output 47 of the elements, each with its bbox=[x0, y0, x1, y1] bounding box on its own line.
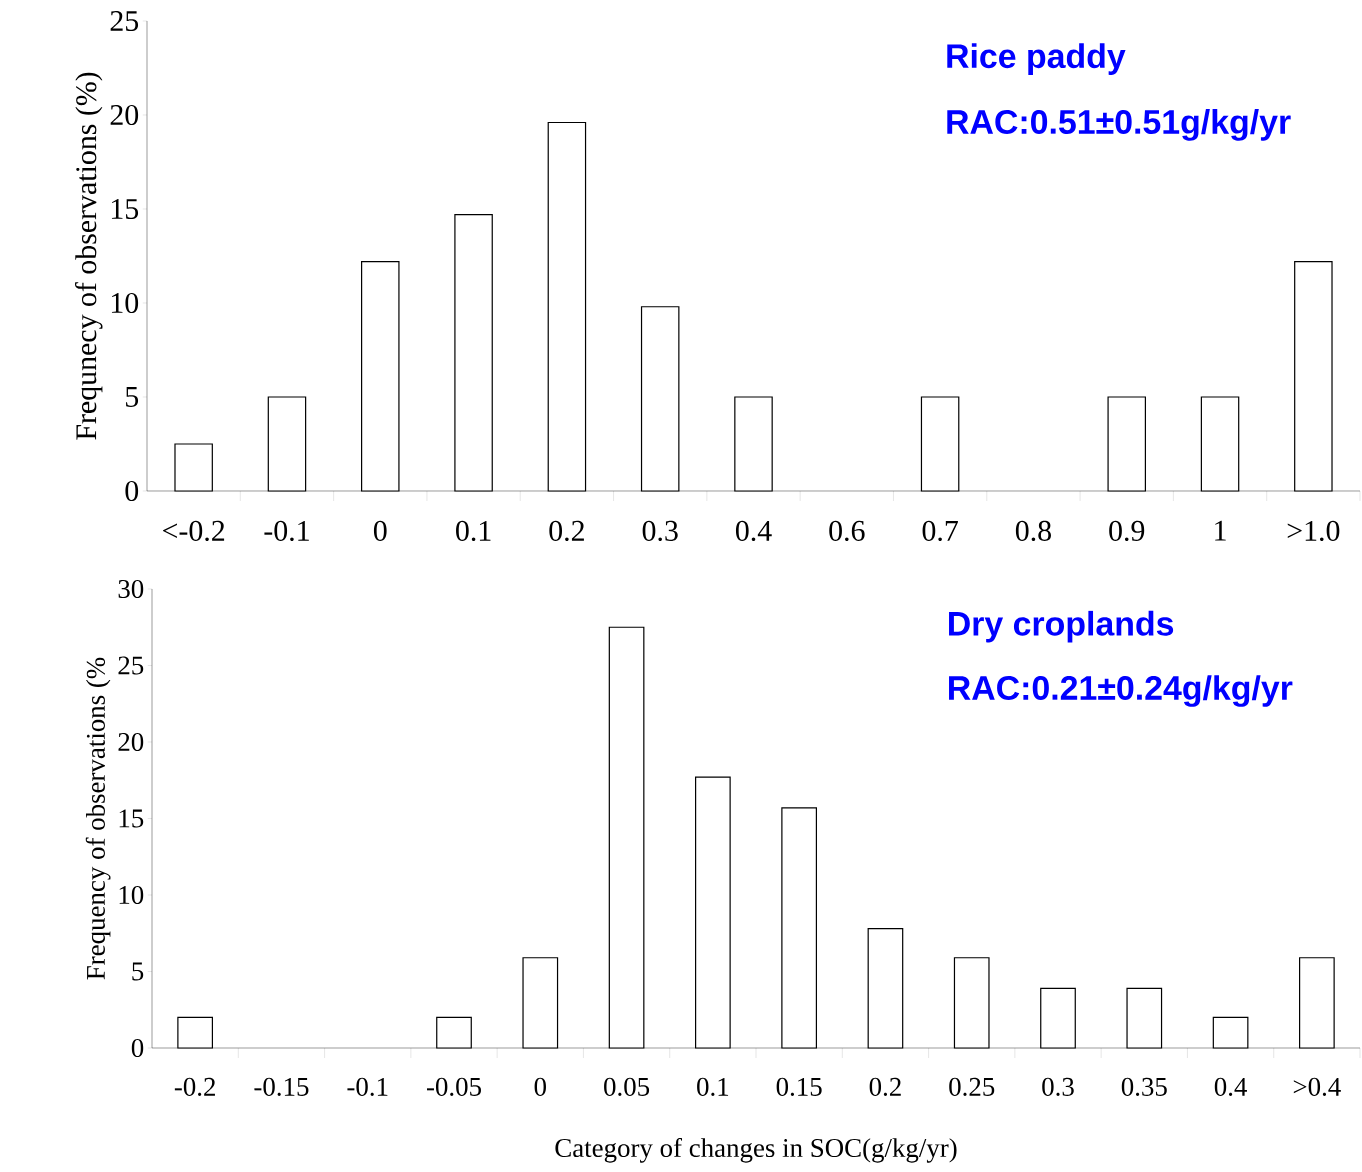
y-tick-label: 20 bbox=[118, 732, 144, 752]
y-tick-label: 5 bbox=[132, 962, 144, 981]
x-tick-label: -0.1 bbox=[347, 1077, 388, 1097]
x-tick-label: 0.2 bbox=[549, 520, 584, 542]
y-tick-label: 0 bbox=[131, 1038, 144, 1058]
y-axis-title: Frequency of observations (% bbox=[85, 657, 111, 980]
x-tick-label: 0.4 bbox=[735, 520, 772, 542]
x-tick-label: -0.15 bbox=[254, 1077, 309, 1097]
y-tick-label: 20 bbox=[110, 104, 139, 126]
x-tick-label: -0.2 bbox=[174, 1077, 215, 1097]
y-tick-label: 5 bbox=[126, 387, 139, 407]
x-tick-label: 0.9 bbox=[1109, 520, 1145, 542]
y-tick-label: 0 bbox=[125, 480, 139, 502]
x-tick-label: >1.0 bbox=[1287, 520, 1340, 542]
x-tick-label: <-0.2 bbox=[163, 520, 225, 542]
annotation: RAC:0.51±0.51g/kg/yr bbox=[947, 109, 1291, 141]
x-tick-label: 0.8 bbox=[1015, 520, 1051, 542]
x-tick-label: 0.15 bbox=[776, 1077, 822, 1097]
annotation: Rice paddy bbox=[947, 43, 1126, 75]
x-tick-label: 0.35 bbox=[1121, 1077, 1167, 1097]
x-tick-label: -0.1 bbox=[264, 520, 309, 542]
y-tick-label: 15 bbox=[111, 198, 139, 220]
x-tick-label: -0.05 bbox=[426, 1077, 481, 1097]
x-tick-label: >0.4 bbox=[1293, 1077, 1341, 1097]
y-tick-label: 30 bbox=[118, 579, 144, 599]
y-tick-label: 25 bbox=[110, 10, 139, 32]
x-tick-label: 0.1 bbox=[456, 520, 491, 542]
annotation: RAC:0.21±0.24g/kg/yr bbox=[949, 675, 1293, 707]
x-tick-label: 0.05 bbox=[604, 1077, 650, 1097]
x-tick-label: 0.3 bbox=[1042, 1077, 1074, 1097]
x-tick-label: 0.6 bbox=[829, 520, 865, 542]
x-tick-label: 0.7 bbox=[922, 520, 958, 542]
x-tick-label: 0.1 bbox=[697, 1077, 729, 1097]
x-tick-label: 1 bbox=[1215, 520, 1226, 541]
y-tick-label: 15 bbox=[119, 809, 144, 828]
y-tick-label: 10 bbox=[111, 292, 139, 314]
x-tick-label: 0.25 bbox=[949, 1077, 995, 1097]
x-tick-label: 0.2 bbox=[869, 1077, 901, 1097]
annotation: Dry croplands bbox=[949, 610, 1174, 643]
x-axis-title: Category of changes in SOC(g/kg/yr) bbox=[555, 1137, 957, 1163]
y-tick-label: 10 bbox=[119, 885, 144, 905]
x-tick-label: 0.4 bbox=[1214, 1077, 1247, 1097]
y-axis-title: Frequnecy of observations (%) bbox=[75, 72, 103, 440]
x-tick-label: 0.3 bbox=[642, 520, 678, 542]
x-tick-label: 0 bbox=[534, 1077, 546, 1096]
x-tick-label: 0 bbox=[373, 520, 387, 541]
y-tick-label: 25 bbox=[118, 656, 144, 675]
